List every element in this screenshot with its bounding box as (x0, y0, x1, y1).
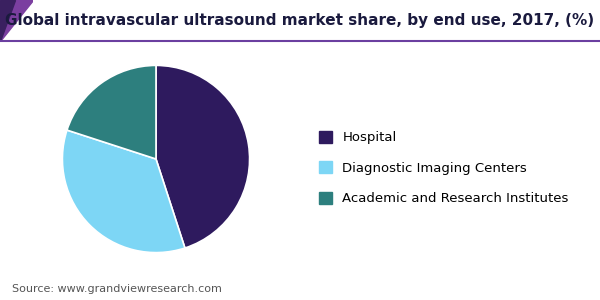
Text: Source: www.grandviewresearch.com: Source: www.grandviewresearch.com (12, 284, 222, 294)
Text: Global intravascular ultrasound market share, by end use, 2017, (%): Global intravascular ultrasound market s… (5, 14, 595, 28)
Polygon shape (0, 0, 15, 40)
Wedge shape (62, 130, 185, 253)
Wedge shape (67, 65, 156, 159)
Legend: Hospital, Diagnostic Imaging Centers, Academic and Research Institutes: Hospital, Diagnostic Imaging Centers, Ac… (319, 131, 569, 205)
Polygon shape (0, 0, 33, 40)
Wedge shape (156, 65, 250, 248)
